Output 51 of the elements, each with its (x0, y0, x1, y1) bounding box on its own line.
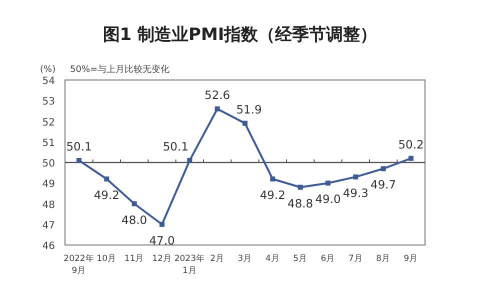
text: 47.0 (149, 233, 175, 248)
y-axis-title: (%) (40, 65, 56, 75)
y-tick-label: 54 (42, 76, 55, 87)
point (214, 106, 220, 112)
x-tick-label: 10月 (96, 254, 117, 264)
x-tick-label: 2022年 9月 (64, 253, 94, 276)
point (380, 166, 386, 172)
x-tick-label: 9月 (404, 254, 418, 264)
point (408, 156, 414, 161)
x-tick-label: 11月 (124, 254, 144, 264)
y-tick-label: 51 (42, 138, 55, 149)
point (326, 180, 330, 186)
text: 50.2 (398, 137, 424, 152)
y-tick-label: 47 (42, 220, 55, 232)
x-tick-label: 7月 (348, 254, 363, 264)
text: 52.6 (204, 88, 230, 102)
y-tick-label: 53 (42, 96, 55, 108)
y-tick-label: 46 (42, 241, 55, 252)
y-tick-label: 48 (42, 200, 55, 211)
text: 49.2 (94, 188, 120, 202)
point (187, 158, 192, 163)
chart-subtitle: 50%=与上月比较无变化 (70, 64, 170, 75)
text: 49.0 (315, 192, 341, 206)
point (270, 176, 276, 182)
point (132, 201, 137, 206)
point (160, 222, 164, 227)
point (298, 184, 303, 190)
text: 49.2 (260, 188, 286, 202)
text: 50.1 (66, 139, 92, 154)
x-tick-label: 2月 (210, 254, 225, 264)
text: 48.0 (122, 212, 148, 227)
text: 48.8 (288, 196, 314, 210)
y-tick-label: 49 (42, 179, 55, 190)
point (353, 174, 358, 180)
x-tick-label: 4月 (265, 254, 280, 264)
x-tick-label: 5月 (293, 254, 308, 264)
x-tick-label: 12月 (152, 254, 172, 264)
point (76, 158, 82, 163)
point (242, 120, 248, 126)
chart-title: 图1 制造业PMI指数（经季节调整） (102, 25, 378, 45)
x-tick-label: 3月 (238, 254, 252, 264)
x-tick-label: 8月 (376, 254, 391, 264)
text: 51.9 (236, 102, 262, 116)
y-tick-label: 50 (42, 158, 55, 170)
x-tick-label: 2023年 1月 (174, 253, 205, 276)
x-tick-label: 6月 (320, 254, 336, 264)
text: 49.3 (342, 186, 368, 200)
point (104, 176, 110, 182)
y-tick-label: 52 (42, 117, 55, 128)
text: 49.7 (370, 178, 396, 192)
text: 50.1 (162, 139, 188, 154)
